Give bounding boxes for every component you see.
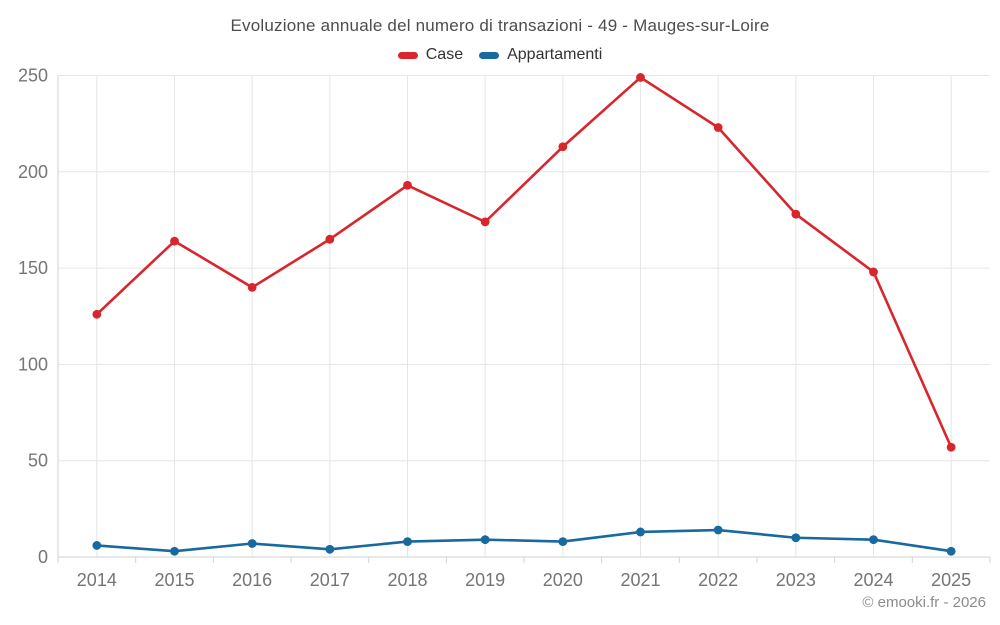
data-point-case-2024[interactable] <box>869 267 878 277</box>
data-point-appartamenti-2019[interactable] <box>480 535 490 545</box>
y-tick-label: 250 <box>18 66 48 86</box>
data-point-case-2014[interactable] <box>92 309 102 319</box>
data-point-case-2015[interactable] <box>170 236 179 246</box>
x-tick-label: 2018 <box>387 570 427 590</box>
x-tick-label: 2020 <box>543 570 583 590</box>
x-tick-label: 2025 <box>931 570 971 590</box>
data-point-case-2022[interactable] <box>713 123 723 132</box>
series-line-case <box>95 76 953 449</box>
x-tick-label: 2023 <box>776 570 816 590</box>
data-point-appartamenti-2022[interactable] <box>713 525 723 535</box>
y-tick-label: 100 <box>18 354 48 374</box>
data-point-appartamenti-2021[interactable] <box>636 527 645 537</box>
data-point-appartamenti-2024[interactable] <box>869 535 878 545</box>
legend: Case Appartamenti <box>0 46 1000 64</box>
data-point-case-2021[interactable] <box>636 73 645 82</box>
legend-label: Case <box>425 46 464 63</box>
y-tick-label: 150 <box>18 258 48 278</box>
x-tick-label: 2014 <box>77 570 117 590</box>
data-point-case-2017[interactable] <box>325 234 335 244</box>
x-tick-label: 2015 <box>154 570 194 590</box>
data-point-appartamenti-2020[interactable] <box>558 537 568 546</box>
data-point-case-2019[interactable] <box>480 217 490 227</box>
data-point-appartamenti-2016[interactable] <box>247 539 257 548</box>
data-point-appartamenti-2025[interactable] <box>946 546 956 556</box>
x-tick-label: 2022 <box>698 570 738 590</box>
data-point-appartamenti-2018[interactable] <box>403 537 412 546</box>
x-tick-label: 2016 <box>232 570 272 590</box>
data-point-case-2020[interactable] <box>558 142 568 152</box>
chart-title: Evoluzione annuale del numero di transaz… <box>230 16 770 35</box>
data-point-case-2025[interactable] <box>946 442 956 452</box>
y-tick-label: 50 <box>28 451 48 471</box>
x-tick-label: 2017 <box>310 570 350 590</box>
data-point-appartamenti-2014[interactable] <box>92 541 102 550</box>
y-tick-label: 0 <box>38 547 48 567</box>
legend-item-case[interactable]: Case <box>397 46 464 64</box>
legend-swatch-case <box>397 51 418 59</box>
x-tick-label: 2019 <box>465 570 505 590</box>
x-tick-label: 2024 <box>853 570 893 590</box>
legend-item-appartamenti[interactable]: Appartamenti <box>479 46 602 64</box>
data-point-appartamenti-2015[interactable] <box>170 546 179 556</box>
data-point-appartamenti-2017[interactable] <box>325 544 335 554</box>
data-point-case-2016[interactable] <box>247 282 257 292</box>
copyright: © emooki.fr - 2026 <box>862 594 986 611</box>
data-point-appartamenti-2023[interactable] <box>791 533 801 543</box>
legend-swatch-appartamenti <box>479 51 500 59</box>
legend-label: Appartamenti <box>507 46 603 63</box>
data-point-case-2018[interactable] <box>403 180 412 190</box>
x-tick-label: 2021 <box>620 570 660 590</box>
series-line-appartamenti <box>95 528 953 553</box>
y-tick-label: 200 <box>18 162 48 182</box>
data-point-case-2023[interactable] <box>791 209 801 219</box>
